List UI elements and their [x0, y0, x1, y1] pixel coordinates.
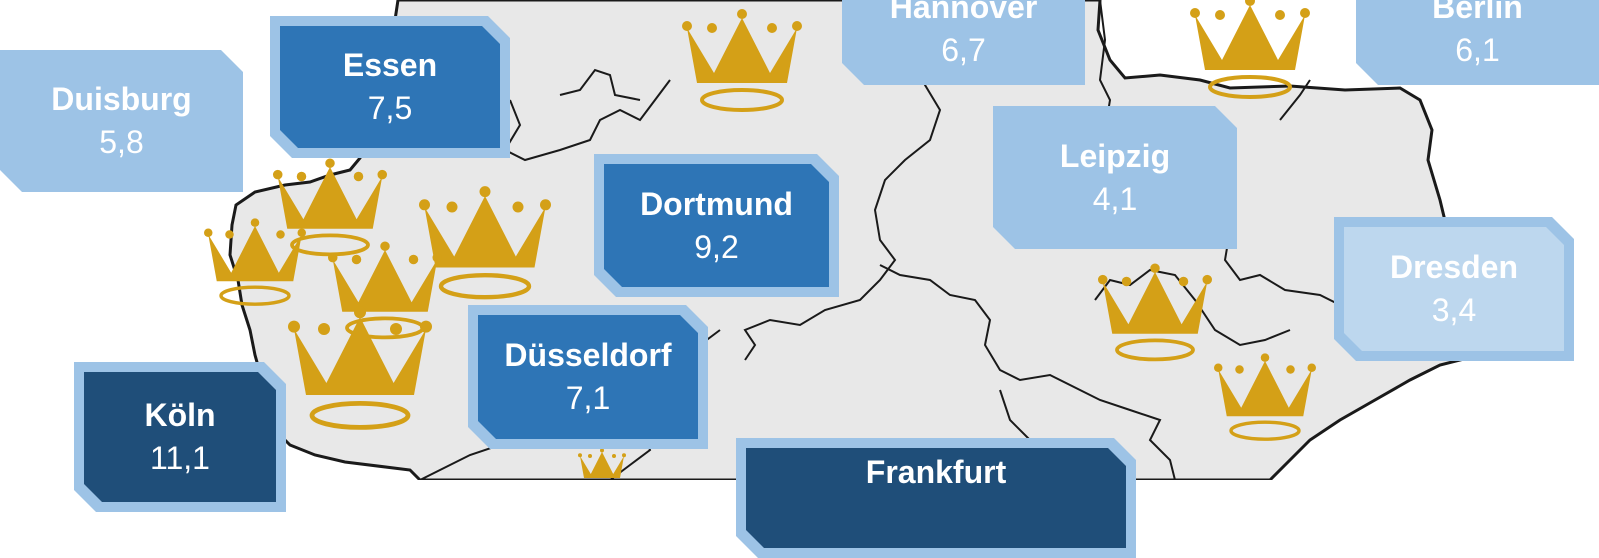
- city-value: 11,1: [150, 440, 210, 476]
- city-name: Essen: [342, 47, 438, 84]
- crown-markers: [204, 0, 1316, 478]
- crown-icon: [1190, 0, 1310, 99]
- city-value: 6,1: [1455, 31, 1500, 68]
- city-name: Leipzig: [1059, 137, 1171, 174]
- crown-icon: [288, 306, 432, 430]
- city-value: 5,8: [99, 124, 144, 160]
- crown-icon: [578, 448, 626, 478]
- city-name: Dortmund: [640, 185, 793, 222]
- city-name: Frankfurt: [865, 454, 1007, 490]
- city-label-duesseldorf[interactable]: Düsseldorf 7,1: [468, 305, 708, 449]
- city-label-leipzig[interactable]: Leipzig 4,1: [993, 106, 1237, 249]
- city-label-duisburg[interactable]: Duisburg 5,8: [0, 50, 243, 192]
- crown-icon: [1098, 263, 1212, 362]
- city-value: 4,1: [1092, 180, 1138, 217]
- crown-icon: [1214, 353, 1316, 441]
- city-name: Hannover: [889, 0, 1038, 25]
- city-label-essen[interactable]: Essen 7,5: [270, 16, 510, 158]
- city-name: Dresden: [1389, 249, 1519, 286]
- city-label-berlin[interactable]: Berlin 6,1: [1356, 0, 1599, 85]
- crown-icon: [419, 186, 551, 300]
- city-label-hannover[interactable]: Hannover 6,7: [842, 0, 1085, 85]
- city-label-dresden[interactable]: Dresden 3,4: [1334, 217, 1574, 361]
- city-name: Köln: [144, 397, 216, 434]
- city-name: Berlin: [1432, 0, 1523, 25]
- city-value: 3,4: [1431, 292, 1477, 328]
- city-value: 7,5: [367, 90, 413, 126]
- city-value: 6,7: [941, 31, 986, 68]
- city-label-frankfurt[interactable]: Frankfurt: [736, 438, 1136, 558]
- city-label-koeln[interactable]: Köln 11,1: [74, 362, 286, 512]
- city-name: Duisburg: [51, 81, 192, 118]
- city-name: Düsseldorf: [504, 337, 672, 374]
- city-label-dortmund[interactable]: Dortmund 9,2: [594, 154, 839, 297]
- city-value: 7,1: [565, 380, 611, 416]
- city-value: 9,2: [694, 228, 739, 265]
- crown-icon: [204, 218, 306, 306]
- crown-icon: [682, 9, 802, 112]
